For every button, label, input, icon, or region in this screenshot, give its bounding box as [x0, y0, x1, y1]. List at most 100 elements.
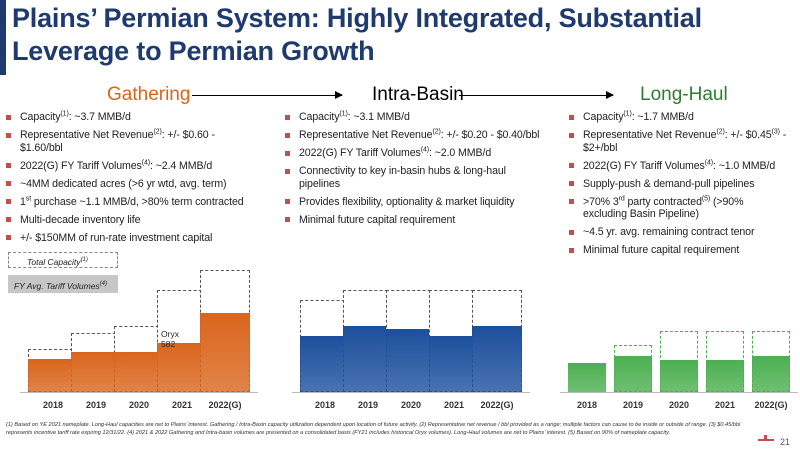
bullet-superscript: st: [25, 194, 32, 202]
bullet-text: : +/- $0.45: [724, 129, 772, 141]
bullet-item: ~4.5 yr. avg. remaining contract tenor: [567, 226, 789, 239]
oryx-annotation: Oryx 582: [161, 328, 179, 349]
bullet-text: Connectivity to key in-basin hubs & long…: [299, 165, 506, 190]
bullet-item: Capacity(1): ~1.7 MMB/d: [567, 110, 789, 124]
bullet-text: Multi-decade inventory life: [20, 213, 141, 226]
heading-long-haul: Long-Haul: [640, 84, 728, 105]
bullet-item: 2022(G) FY Tariff Volumes(4): ~2.0 MMB/d: [283, 146, 543, 160]
bullet-item: Minimal future capital requirement: [567, 244, 789, 257]
bullet-superscript: rd: [618, 194, 625, 202]
bullet-item: 2022(G) FY Tariff Volumes(4): ~1.0 MMB/d: [567, 158, 789, 173]
volume-bar: [472, 326, 522, 392]
heading-gathering: Gathering: [107, 84, 191, 105]
bullet-text: Minimal future capital requirement: [583, 244, 740, 256]
x-tick-label: 2020: [668, 400, 690, 410]
bullet-text: Representative Net Revenue: [20, 129, 154, 141]
x-tick-label: 2019: [85, 400, 107, 410]
bullet-text: >70% 3: [583, 195, 619, 208]
accent-bar: [0, 0, 6, 75]
gathering-bullets: Capacity(1): ~3.7 MMB/d Representative Ne…: [4, 110, 254, 250]
company-logo-icon: [758, 435, 774, 441]
bullet-item: 1st purchase ~1.1 MMB/d, >80% term contr…: [4, 194, 254, 209]
long-haul-bullets: Capacity(1): ~1.7 MMB/d Representative Ne…: [567, 110, 789, 262]
bullet-text: Provides flexibility, optionality & mark…: [299, 195, 515, 208]
heading-intra-basin: Intra-Basin: [372, 84, 464, 105]
intra-basin-bullets: Capacity(1): ~3.1 MMB/d Representative Ne…: [283, 110, 543, 232]
page-number: 21: [780, 437, 791, 447]
bullet-text: : ~3.1 MMB/d: [347, 111, 410, 123]
bullet-text: : +/- $0.20 - $0.40/bbl: [440, 129, 540, 141]
bullet-item: >70% 3rd party contracted(5) (>90% exclu…: [567, 194, 789, 221]
volume-bar: [614, 356, 652, 392]
x-tick-label: 2020: [400, 400, 422, 410]
bullet-text: : ~3.7 MMB/d: [68, 111, 131, 123]
volume-bar: [706, 359, 744, 392]
bullet-text: : ~1.7 MMB/d: [631, 111, 694, 123]
x-tick-label: 2021: [443, 400, 465, 410]
x-tick-label: 2021: [714, 400, 736, 410]
volume-bar: [200, 312, 250, 392]
bullet-text: +/- $150MM of run-rate investment capita…: [20, 231, 213, 244]
bullet-text: Capacity: [299, 111, 340, 123]
volume-bar: [386, 329, 436, 392]
volume-bar: [429, 335, 479, 392]
x-tick-label: 2022(G): [480, 400, 514, 410]
bullet-text: (>90% excluding Basin Pipeline): [583, 195, 744, 221]
legend-total-capacity: Total Capacity(1): [8, 252, 118, 268]
bullet-text: Capacity: [583, 111, 624, 123]
x-tick-label: 2020: [128, 400, 150, 410]
bullet-superscript: (4): [704, 158, 714, 166]
bullet-text: 2022(G) FY Tariff Volumes: [299, 147, 421, 159]
bullet-text: - $2+/bbl: [583, 129, 787, 154]
page-title: Plains’ Permian System: Highly Integrate…: [12, 3, 702, 66]
bullet-superscript: (4): [420, 146, 430, 154]
bullet-text: ~4MM dedicated acres (>6 yr wtd, avg. te…: [20, 177, 227, 190]
bullet-superscript: (2): [153, 128, 162, 136]
bullet-item: Representative Net Revenue(2): +/- $0.45…: [567, 128, 789, 154]
x-tick-label: 2018: [576, 400, 598, 410]
volume-bar: [300, 335, 350, 392]
bullet-item: ~4MM dedicated acres (>6 yr wtd, avg. te…: [4, 178, 254, 191]
bullet-text: Capacity: [20, 111, 61, 123]
bullet-text: Representative Net Revenue: [583, 129, 717, 141]
bullet-item: Provides flexibility, optionality & mark…: [283, 196, 543, 209]
volume-bar: [343, 326, 393, 392]
bullet-item: Supply-push & demand-pull pipelines: [567, 178, 789, 191]
bullet-text: purchase ~1.1 MMB/d, >80% term contracte…: [31, 195, 244, 208]
bullet-superscript: (2): [716, 128, 725, 136]
bullet-item: +/- $150MM of run-rate investment capita…: [4, 232, 254, 245]
volume-bar: [28, 359, 78, 392]
x-tick-label: 2018: [314, 400, 336, 410]
arrow-gathering-to-intrabasin: [192, 91, 343, 99]
volume-bar: [71, 352, 121, 392]
bullet-text: : ~2.0 MMB/d: [429, 147, 492, 159]
volume-bar: [157, 342, 207, 392]
bullet-item: Connectivity to key in-basin hubs & long…: [283, 165, 543, 190]
x-tick-label: 2022(G): [754, 400, 788, 410]
bullet-superscript: (2): [432, 128, 441, 136]
bullet-superscript: (1): [623, 110, 632, 118]
x-tick-label: 2019: [622, 400, 644, 410]
arrow-intrabasin-to-longhaul: [459, 91, 614, 99]
bullet-text: : ~1.0 MMB/d: [713, 159, 776, 172]
bullet-text: Representative Net Revenue: [299, 129, 433, 141]
x-tick-label: 2018: [42, 400, 64, 410]
bullet-item: Minimal future capital requirement: [283, 214, 543, 227]
bullet-item: Multi-decade inventory life: [4, 214, 254, 227]
bullet-superscript: (5): [701, 194, 711, 202]
bullet-text: : +/- $0.60 - $1.60/bbl: [20, 129, 215, 154]
volume-bar: [568, 363, 606, 392]
bullet-item: 2022(G) FY Tariff Volumes(4): ~2.4 MMB/d: [4, 158, 254, 173]
footnote: (1) Based on YE 2021 nameplate. Long-Hau…: [6, 422, 741, 436]
bullet-item: Capacity(1): ~3.1 MMB/d: [283, 110, 543, 124]
bullet-text: 2022(G) FY Tariff Volumes: [583, 159, 705, 172]
volume-bar: [114, 352, 164, 392]
x-tick-label: 2019: [357, 400, 379, 410]
bullet-superscript: (4): [141, 158, 151, 166]
x-tick-label: 2022(G): [208, 400, 242, 410]
bullet-superscript: (3): [771, 128, 780, 136]
bullet-text: 1: [20, 195, 26, 208]
volume-bar: [660, 359, 698, 392]
bullet-text: ~4.5 yr. avg. remaining contract tenor: [583, 226, 755, 238]
x-tick-label: 2021: [171, 400, 193, 410]
